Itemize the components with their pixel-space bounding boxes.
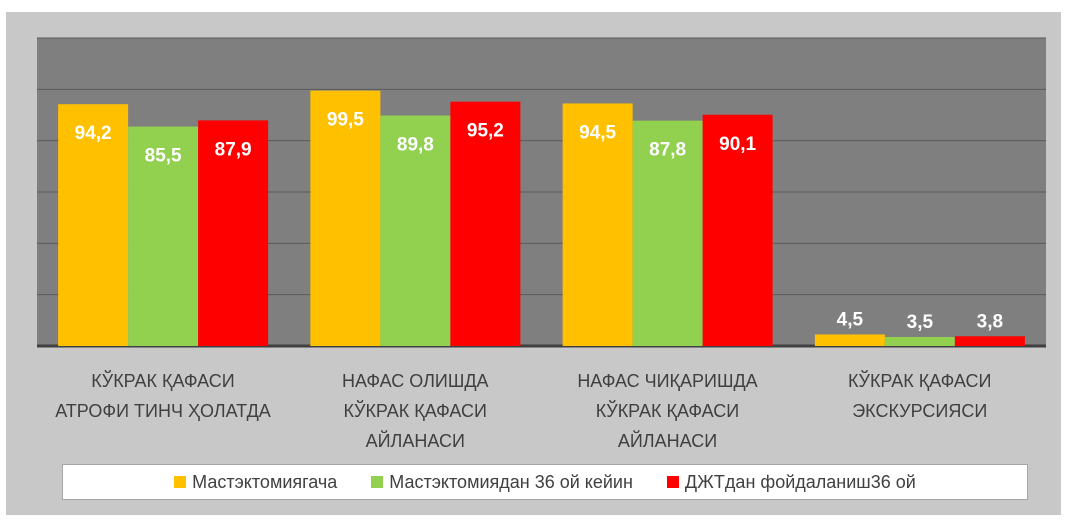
bar [702, 114, 773, 346]
data-label: 95,2 [467, 121, 504, 142]
data-label: 4,5 [837, 309, 864, 330]
legend-label: ДЖТдан фойдаланиш36 ой [684, 471, 916, 492]
data-label: 87,8 [649, 140, 686, 161]
legend-label: Мастэктомиядан 36 ой кейин [389, 471, 633, 492]
legend-item: Мастэктомиягача [174, 472, 337, 493]
data-label: 99,5 [327, 110, 364, 131]
legend-item: Мастэктомиядан 36 ой кейин [371, 472, 633, 493]
data-label: 90,1 [719, 134, 756, 155]
legend-swatch [666, 476, 679, 488]
legend-swatch [371, 476, 384, 488]
bar [884, 337, 955, 346]
bar [380, 115, 451, 346]
bar [450, 101, 521, 346]
x-tick-label: НАФАС ОЛИШДА КЎКРАК ҚАФАСИ АЙЛАНАСИ [341, 371, 489, 451]
data-label: 94,2 [75, 123, 112, 144]
data-label: 3,8 [977, 311, 1003, 332]
bar [58, 104, 129, 346]
bar [128, 126, 199, 346]
x-tick-label: НАФАС ЧИҚАРИШДА КЎКРАК ҚАФАСИ АЙЛАНАСИ [577, 371, 758, 451]
bar [562, 103, 633, 346]
bar [632, 120, 703, 346]
x-tick-label: КЎКРАК ҚАФАСИ ЭКСКУРСИЯСИ [848, 371, 992, 421]
legend-item: ДЖТдан фойдаланиш36 ой [666, 471, 916, 493]
data-label: 89,8 [397, 135, 434, 156]
data-label: 87,9 [215, 139, 252, 160]
bar [198, 120, 269, 346]
legend-label: Мастэктомиягача [192, 471, 338, 492]
bar [954, 336, 1025, 346]
bar [814, 334, 885, 346]
data-label: 94,5 [579, 122, 616, 143]
legend-swatch [174, 476, 187, 488]
bar [310, 90, 381, 346]
legend: Мастэктомиягача Мастэктомиядан 36 ой кейи… [62, 464, 1028, 500]
x-tick-label: КЎКРАК ҚАФАСИ АТРОФИ ТИНЧ ҲОЛАТДА [55, 371, 271, 421]
data-label: 3,5 [907, 312, 934, 333]
data-label: 85,5 [145, 146, 182, 167]
